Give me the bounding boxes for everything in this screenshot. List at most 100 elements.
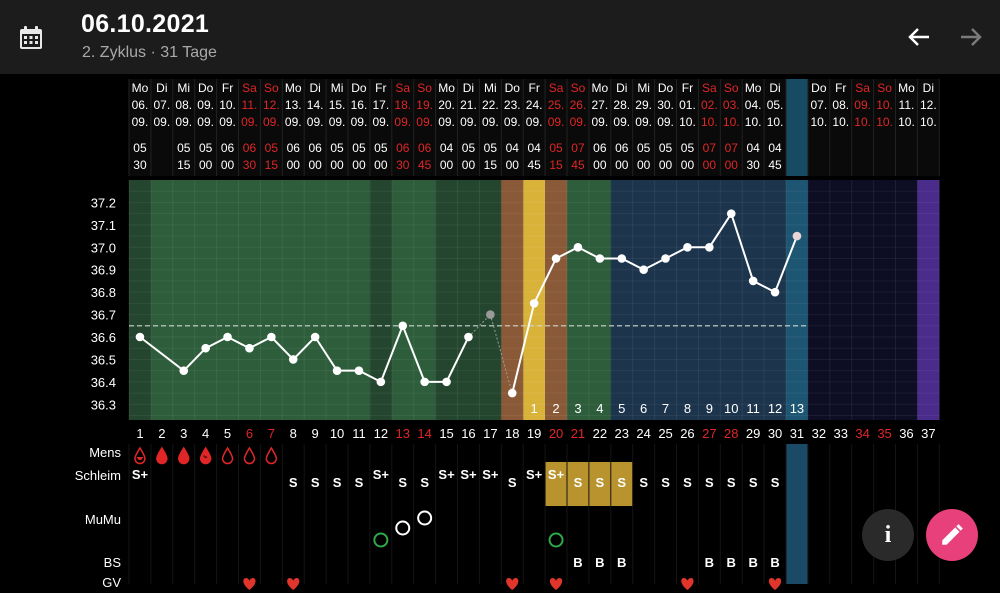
temperature-point[interactable]: [442, 377, 451, 387]
temperature-point[interactable]: [792, 231, 802, 241]
bs-value[interactable]: B: [705, 555, 714, 570]
heart-icon[interactable]: [549, 578, 563, 590]
temperature-point[interactable]: [705, 242, 714, 252]
schleim-value[interactable]: S: [661, 475, 670, 490]
temperature-point[interactable]: [748, 276, 758, 286]
mumu-circle[interactable]: [417, 510, 433, 526]
temperature-point[interactable]: [726, 209, 736, 218]
temperature-point[interactable]: [639, 265, 648, 275]
arrow-right-icon[interactable]: [960, 27, 982, 52]
cycle-chart[interactable]: Mo06.09.0530Di07.09.Mi08.09.0515Do09.09.…: [0, 74, 1000, 593]
bs-value[interactable]: B: [617, 555, 626, 570]
temperature-point[interactable]: [420, 377, 429, 387]
heart-icon[interactable]: [768, 578, 782, 590]
weekday-label: So: [877, 81, 892, 95]
drop-shape: [156, 446, 168, 465]
schleim-value[interactable]: S: [705, 475, 714, 490]
mens-drop-icon[interactable]: [177, 446, 190, 465]
schleim-value[interactable]: S: [355, 475, 364, 490]
temperature-point[interactable]: [267, 332, 276, 342]
schleim-value[interactable]: S: [420, 475, 429, 490]
schleim-value[interactable]: S: [639, 475, 648, 490]
heart-icon[interactable]: [506, 578, 519, 590]
temperature-point[interactable]: [486, 310, 495, 319]
weekday-label: Mo: [132, 81, 149, 95]
mens-drop-icon[interactable]: [221, 446, 234, 465]
temperature-point[interactable]: [201, 343, 210, 353]
temperature-point[interactable]: [288, 355, 298, 364]
schleim-value[interactable]: S+: [460, 467, 477, 482]
high-phase-count: 9: [706, 401, 713, 416]
arrow-left-icon[interactable]: [908, 27, 930, 52]
time-hour: 05: [484, 141, 498, 155]
cycle-day-number: 19: [527, 426, 541, 441]
time-minute: 00: [725, 158, 739, 172]
mumu-circle[interactable]: [395, 520, 411, 536]
day-label: 19.: [416, 98, 433, 112]
bs-value[interactable]: B: [770, 555, 779, 570]
temperature-point[interactable]: [245, 343, 254, 353]
heart-shape: [549, 578, 563, 590]
mens-drop-icon[interactable]: [199, 446, 212, 465]
temperature-point[interactable]: [551, 254, 561, 263]
temperature-point[interactable]: [376, 377, 386, 387]
schleim-value[interactable]: S: [398, 475, 407, 490]
schleim-value[interactable]: S+: [132, 467, 149, 482]
month-label: 09.: [526, 115, 543, 129]
temperature-point[interactable]: [617, 254, 627, 263]
heart-icon[interactable]: [243, 578, 256, 590]
schleim-value[interactable]: S: [508, 475, 517, 490]
schleim-value[interactable]: S+: [548, 467, 565, 482]
temperature-point[interactable]: [464, 332, 473, 342]
temperature-point[interactable]: [529, 299, 539, 308]
temperature-point[interactable]: [573, 242, 583, 252]
schleim-value[interactable]: S+: [373, 467, 390, 482]
schleim-value[interactable]: S+: [438, 467, 455, 482]
schleim-value[interactable]: S+: [526, 467, 543, 482]
mens-drop-icon[interactable]: [243, 446, 256, 465]
temperature-point[interactable]: [332, 366, 342, 375]
schleim-value[interactable]: S: [749, 475, 758, 490]
bs-value[interactable]: B: [595, 555, 604, 570]
schleim-value[interactable]: S: [289, 475, 298, 490]
temperature-point[interactable]: [223, 332, 232, 342]
month-label: 10.: [898, 115, 915, 129]
temperature-point[interactable]: [398, 321, 408, 331]
schleim-value[interactable]: S+: [482, 467, 499, 482]
schleim-value[interactable]: S: [574, 475, 583, 490]
cycle-day-number: 31: [790, 426, 804, 441]
schleim-value[interactable]: S: [771, 475, 780, 490]
schleim-value[interactable]: S: [617, 475, 626, 490]
day-label: 15.: [329, 98, 346, 112]
temperature-point[interactable]: [770, 287, 780, 297]
bs-value[interactable]: B: [727, 555, 736, 570]
bs-value[interactable]: B: [748, 555, 757, 570]
bs-value[interactable]: B: [573, 555, 582, 570]
heart-icon[interactable]: [287, 578, 300, 590]
calendar-icon[interactable]: [19, 26, 43, 55]
schleim-value[interactable]: S: [683, 475, 692, 490]
temperature-point[interactable]: [595, 254, 605, 263]
temperature-point[interactable]: [507, 388, 517, 398]
mens-drop-icon[interactable]: [156, 446, 168, 465]
temperature-point[interactable]: [310, 332, 320, 342]
heart-icon[interactable]: [681, 578, 694, 590]
schleim-value[interactable]: S: [333, 475, 342, 490]
mumu-circle[interactable]: [373, 532, 389, 548]
schleim-value[interactable]: S: [311, 475, 320, 490]
schleim-value[interactable]: S: [727, 475, 736, 490]
mumu-circle[interactable]: [548, 532, 564, 548]
info-button[interactable]: i: [862, 509, 914, 561]
day-label: 21.: [460, 98, 477, 112]
edit-button[interactable]: [926, 509, 978, 561]
day-label: 06.: [132, 98, 149, 112]
temperature-point[interactable]: [179, 366, 189, 375]
temperature-point[interactable]: [354, 366, 364, 375]
mens-drop-icon[interactable]: [265, 446, 278, 465]
drop-shape: [199, 446, 212, 465]
temperature-point[interactable]: [683, 242, 692, 252]
schleim-value[interactable]: S: [596, 475, 605, 490]
mens-drop-icon[interactable]: [134, 446, 146, 465]
temperature-point[interactable]: [661, 254, 670, 263]
temperature-point[interactable]: [135, 332, 145, 342]
